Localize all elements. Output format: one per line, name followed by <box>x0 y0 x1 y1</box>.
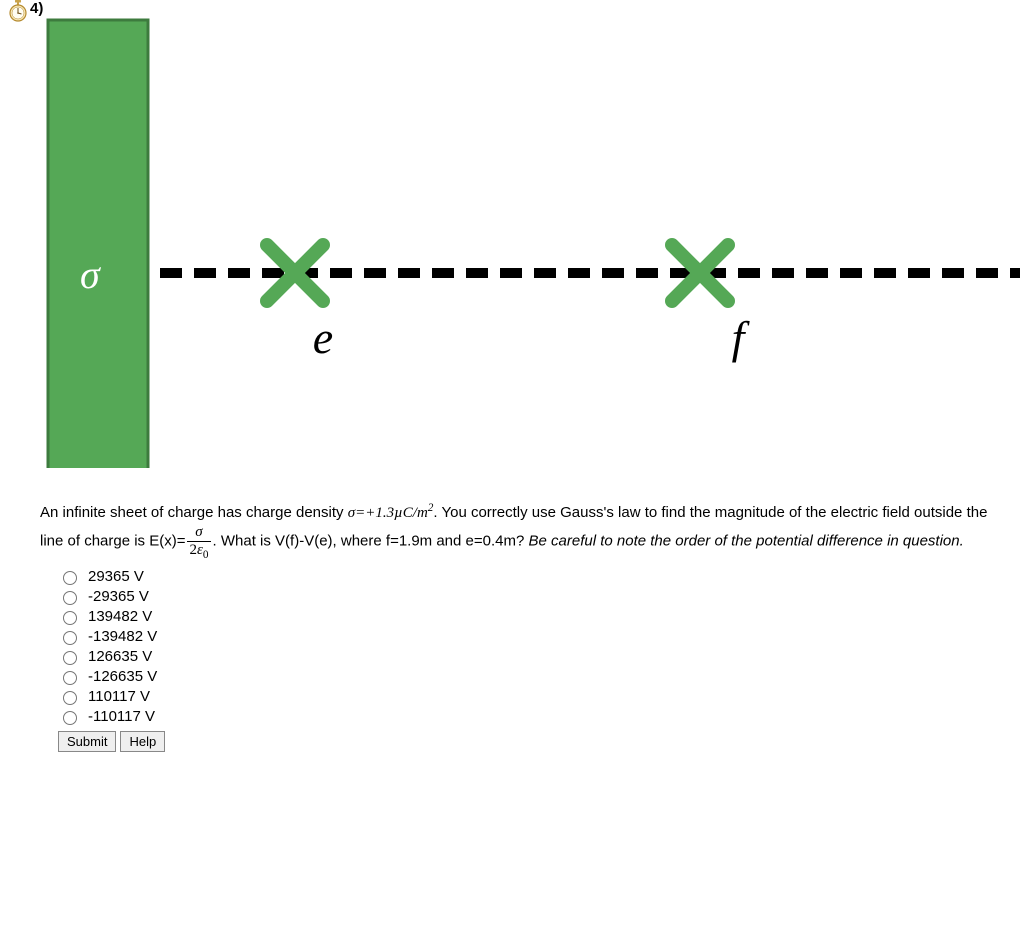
answer-option[interactable]: 139482 V <box>58 608 1024 625</box>
frac-den-2: 2 <box>189 542 197 558</box>
answer-label: -139482 V <box>88 628 157 645</box>
answer-option[interactable]: -29365 V <box>58 588 1024 605</box>
answer-radio[interactable] <box>63 611 77 625</box>
answer-radio[interactable] <box>63 711 77 725</box>
svg-text:σ: σ <box>80 252 101 297</box>
physics-diagram: σ e f <box>40 8 1020 468</box>
help-button[interactable]: Help <box>120 731 165 752</box>
answer-option[interactable]: 110117 V <box>58 688 1024 705</box>
submit-button[interactable]: Submit <box>58 731 116 752</box>
answer-option[interactable]: 29365 V <box>58 568 1024 585</box>
answer-radio[interactable] <box>63 591 77 605</box>
answer-option[interactable]: -110117 V <box>58 708 1024 725</box>
efield-fraction: σ2ε0 <box>187 525 210 558</box>
qtext-part3: . What is V(f)-V(e), where f=1.9m and e=… <box>213 532 529 549</box>
answer-radio[interactable] <box>63 571 77 585</box>
frac-den-sub: 0 <box>203 549 209 561</box>
unit-m: m <box>417 505 428 521</box>
answer-label: 29365 V <box>88 568 144 585</box>
question-text: An infinite sheet of charge has charge d… <box>40 502 1004 558</box>
answer-label: -126635 V <box>88 668 157 685</box>
answer-label: 139482 V <box>88 608 152 625</box>
answer-radio[interactable] <box>63 631 77 645</box>
answer-option[interactable]: 126635 V <box>58 648 1024 665</box>
answer-label: 110117 V <box>88 688 150 705</box>
answer-options: 29365 V -29365 V 139482 V -139482 V 126635 V… <box>58 568 1024 725</box>
answer-label: 126635 V <box>88 648 152 665</box>
qtext-part1: An infinite sheet of charge has charge d… <box>40 504 348 521</box>
answer-label: -110117 V <box>88 708 155 725</box>
answer-option[interactable]: -139482 V <box>58 628 1024 645</box>
question-number: 4) <box>30 0 43 17</box>
answer-label: -29365 V <box>88 588 149 605</box>
answer-radio[interactable] <box>63 651 77 665</box>
answer-radio[interactable] <box>63 691 77 705</box>
sigma-eq: σ=+1.3 <box>348 505 394 521</box>
frac-den: 2ε0 <box>187 542 210 558</box>
answer-option[interactable]: -126635 V <box>58 668 1024 685</box>
question-number-row: 4) <box>8 0 43 22</box>
frac-num: σ <box>187 525 210 542</box>
qtext-note: Be careful to note the order of the pote… <box>529 532 964 549</box>
problem-container: 4) σ e f An infinite sheet of charge has c… <box>0 0 1024 772</box>
unit-microcoulomb: µC <box>394 505 413 521</box>
stopwatch-icon <box>8 0 28 22</box>
svg-text:e: e <box>313 312 333 363</box>
answer-radio[interactable] <box>63 671 77 685</box>
svg-text:f: f <box>732 312 751 363</box>
button-row: Submit Help <box>58 731 1024 752</box>
